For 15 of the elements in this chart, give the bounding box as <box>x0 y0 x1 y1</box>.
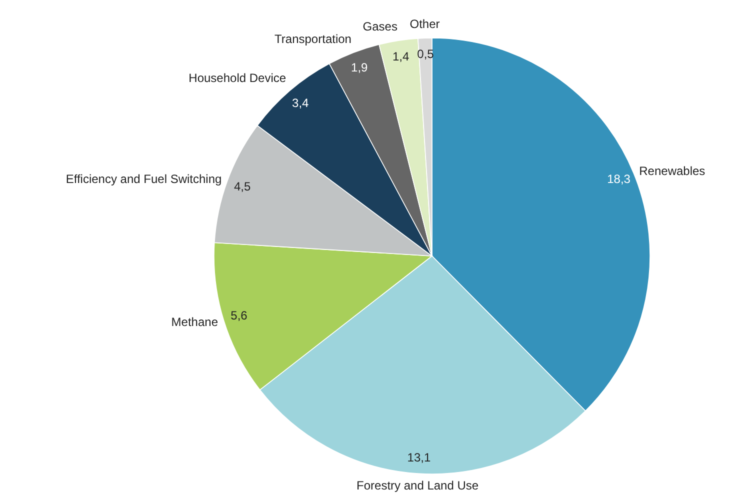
slice-label: Other <box>410 17 440 32</box>
slice-label: Forestry and Land Use <box>356 478 479 493</box>
slice-label: Efficiency and Fuel Switching <box>66 172 222 186</box>
slice-label: Renewables <box>639 164 706 178</box>
data-label: 1,4 <box>392 49 410 64</box>
data-label: 3,4 <box>292 96 310 110</box>
slice-label: Transportation <box>274 32 352 46</box>
slice-label: Methane <box>171 315 218 330</box>
data-label: 5,6 <box>230 308 248 323</box>
data-label: 13,1 <box>407 450 431 465</box>
data-label: 4,5 <box>234 179 252 194</box>
data-label: 1,9 <box>351 60 368 75</box>
slice-label: Household Device <box>188 71 286 86</box>
data-label: 18,3 <box>607 172 631 186</box>
slice-label: Gases <box>362 20 398 34</box>
